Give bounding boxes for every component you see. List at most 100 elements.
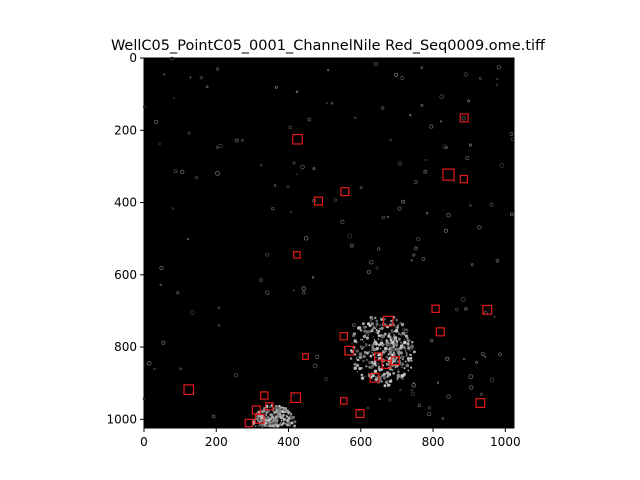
particle — [417, 403, 422, 407]
particle — [365, 365, 368, 368]
y-tick-label: 400 — [114, 196, 137, 210]
particle — [383, 372, 386, 376]
particle — [266, 416, 269, 419]
particle — [391, 321, 393, 323]
particle — [420, 66, 424, 69]
particle — [324, 376, 329, 381]
particle — [377, 338, 380, 340]
particle — [215, 67, 220, 71]
particle — [372, 342, 376, 345]
particle — [375, 346, 379, 351]
particle — [364, 343, 368, 346]
x-tick-label: 400 — [277, 435, 300, 449]
particle — [269, 417, 271, 419]
particle — [353, 366, 357, 370]
particle — [509, 132, 514, 136]
particle — [423, 169, 428, 174]
particle — [362, 359, 365, 363]
detection-marker — [251, 405, 261, 415]
particle — [286, 417, 288, 419]
particle — [475, 360, 479, 364]
particle — [153, 367, 156, 371]
particle — [377, 365, 381, 368]
particle — [269, 413, 272, 416]
particle — [376, 319, 378, 321]
particle — [396, 347, 400, 351]
particle — [307, 117, 312, 122]
particle — [279, 406, 282, 409]
particle — [288, 423, 291, 425]
particle — [409, 350, 411, 352]
particle — [381, 215, 386, 220]
particle — [381, 350, 384, 352]
particle — [353, 353, 357, 356]
particle — [274, 406, 277, 409]
particle — [468, 143, 472, 147]
particle — [173, 169, 178, 174]
particle — [374, 377, 378, 382]
particle — [351, 343, 353, 345]
particle — [311, 276, 315, 279]
particle — [255, 425, 257, 427]
particle — [161, 340, 166, 345]
particle — [395, 362, 398, 364]
detection-marker — [435, 327, 445, 337]
particle — [218, 144, 223, 149]
particle — [380, 335, 384, 339]
y-axis: 0 200 400 600 800 1000 — [106, 51, 144, 426]
particle — [277, 408, 281, 412]
particle — [234, 138, 239, 143]
particle — [285, 420, 287, 422]
particle — [280, 420, 283, 422]
particle — [400, 374, 405, 378]
particle — [289, 419, 291, 421]
particle — [261, 409, 266, 413]
particle — [296, 173, 298, 176]
particle — [363, 350, 367, 354]
detection-marker — [431, 304, 440, 314]
particle — [234, 373, 239, 378]
chart-title: WellC05_PointC05_0001_ChannelNile Red_Se… — [111, 38, 546, 54]
particle — [393, 330, 395, 333]
particle — [355, 363, 360, 368]
particle — [159, 265, 164, 271]
particle — [364, 376, 366, 378]
particle — [288, 411, 291, 414]
particle — [387, 334, 391, 338]
particle — [259, 420, 262, 423]
particle — [259, 418, 261, 420]
particle — [383, 384, 387, 388]
particle — [256, 417, 259, 421]
particle — [395, 340, 399, 343]
x-tick-label: 800 — [422, 435, 445, 449]
particle — [406, 353, 408, 355]
detection-marker — [292, 133, 303, 145]
detection-marker — [459, 174, 469, 184]
particle — [371, 318, 374, 320]
particle — [383, 332, 387, 336]
detection-marker — [339, 332, 349, 341]
particle — [398, 365, 400, 367]
particle — [258, 425, 260, 427]
particle — [283, 407, 288, 411]
particle — [395, 343, 399, 347]
particle — [372, 347, 377, 352]
y-tick-label: 800 — [114, 340, 137, 354]
particle — [420, 103, 424, 107]
particle — [325, 102, 328, 105]
particle — [260, 417, 263, 420]
particle — [442, 144, 447, 149]
x-tick-label: 600 — [349, 435, 372, 449]
particle — [373, 369, 378, 373]
particle — [154, 119, 159, 124]
particle — [394, 329, 399, 333]
particle — [289, 414, 293, 418]
particle — [480, 352, 485, 356]
particle — [290, 421, 294, 425]
particle — [365, 336, 369, 340]
particle — [364, 334, 367, 337]
particle — [404, 339, 406, 341]
particle — [286, 424, 288, 426]
detection-marker — [459, 113, 469, 123]
particle — [409, 339, 411, 342]
